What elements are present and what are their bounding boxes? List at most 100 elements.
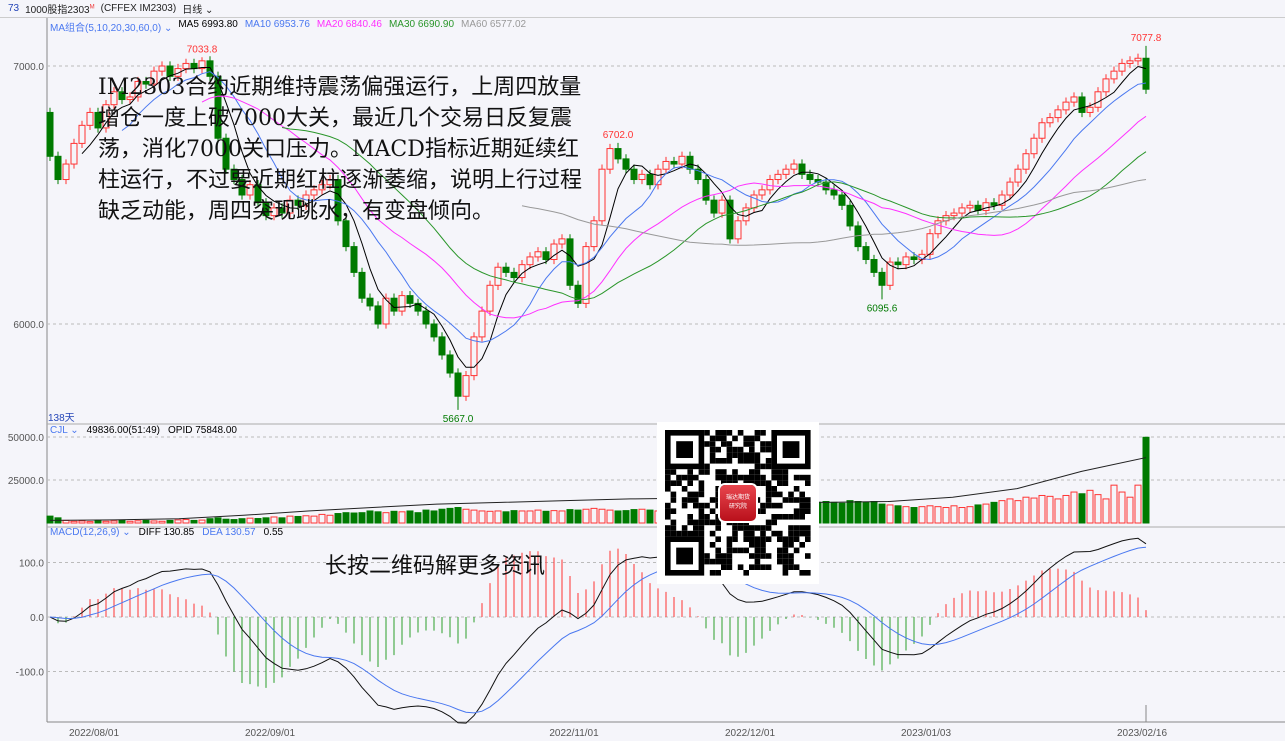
ma-legend-ma10: MA10 6953.76 [244, 19, 310, 30]
volume-bar [478, 510, 486, 524]
contract-name-text: 1000股指2303 [25, 5, 90, 16]
diff-value: DIFF 130.85 [138, 527, 195, 538]
candle [214, 75, 222, 139]
candle [1094, 91, 1102, 108]
volume-bar [998, 500, 1006, 524]
volume-bar [982, 503, 990, 524]
qr-module [665, 502, 671, 509]
volume-bar [974, 504, 982, 524]
qr-module [726, 474, 733, 481]
qr-module [698, 525, 705, 531]
qr-module [709, 497, 716, 503]
candle [598, 168, 606, 222]
qr-module [687, 480, 693, 486]
candle [902, 256, 910, 266]
volume-bar [94, 519, 102, 524]
qr-module [749, 452, 755, 458]
qr-module [687, 519, 693, 526]
qr-module [805, 530, 811, 537]
qr-module [687, 497, 693, 503]
qr-module [771, 530, 777, 537]
x-tick-label: 2022/12/01 [725, 728, 775, 739]
x-tick-label: 2023/01/03 [901, 728, 951, 739]
qr-module [737, 446, 744, 453]
ma20-line [201, 95, 1147, 319]
candle [1070, 96, 1078, 103]
volume-bar [526, 510, 534, 524]
qr-module [754, 553, 761, 559]
volume-bar [1086, 489, 1094, 524]
qr-module [721, 430, 727, 436]
price-annotation: 6702.0 [603, 130, 634, 141]
qr-module [754, 435, 761, 442]
qr-module [715, 491, 721, 498]
candle [350, 246, 358, 273]
candle [142, 80, 150, 85]
candle [454, 372, 462, 397]
macd-selector[interactable]: MACD(12,26,9) ⌄ [50, 527, 131, 538]
volume-bar [46, 515, 54, 524]
volume-bar [238, 518, 246, 524]
qr-module [665, 486, 671, 492]
volume-bar [422, 509, 430, 524]
volume-bar [606, 509, 614, 524]
qr-module [693, 530, 699, 537]
qr-finder [676, 441, 693, 458]
candle [70, 142, 78, 165]
qr-module [721, 441, 727, 447]
volume-bar [206, 518, 214, 524]
candle [310, 189, 318, 196]
ma-selector[interactable]: MA组合(5,10,20,30,60,0) ⌄ [50, 19, 172, 34]
qr-module [799, 530, 805, 537]
qr-module [771, 474, 777, 481]
volume-bar [390, 510, 398, 524]
qr-module [754, 542, 761, 548]
candle [838, 194, 846, 206]
qr-module [760, 530, 766, 537]
candle [198, 60, 206, 70]
qr-module [732, 519, 738, 526]
candle [790, 163, 798, 170]
volume-bar [158, 520, 166, 524]
qr-module [670, 497, 677, 503]
qr-module [743, 452, 749, 458]
candle [542, 251, 550, 260]
candle [638, 173, 646, 181]
candle [270, 207, 278, 217]
volume-bar [598, 508, 606, 524]
qr-module [737, 547, 744, 554]
qr-module [799, 542, 805, 548]
qr-module [726, 553, 733, 559]
candle [870, 259, 878, 273]
qr-module [782, 514, 789, 520]
qr-module [760, 430, 766, 436]
candle [358, 271, 366, 299]
candle [422, 310, 430, 325]
qr-module [732, 474, 738, 481]
candle [158, 65, 166, 72]
volume-bar [350, 512, 358, 524]
volume-bar [1078, 493, 1086, 524]
qr-module [715, 558, 721, 565]
candle [102, 104, 110, 129]
qr-module [743, 525, 749, 531]
qr-module [765, 480, 772, 486]
volume-bar [622, 510, 630, 524]
qr-module [765, 463, 772, 470]
qr-module [721, 558, 727, 565]
qr-module [793, 564, 800, 570]
volume-selector[interactable]: CJL ⌄ [50, 425, 79, 436]
qr-module [749, 536, 755, 542]
candle [398, 295, 406, 312]
qr-module [665, 480, 671, 486]
y-tick-label: 25000.0 [8, 476, 45, 487]
candle [510, 271, 518, 279]
candle [382, 297, 390, 325]
volume-bar [334, 513, 342, 524]
volume-bar [926, 505, 934, 524]
period-selector[interactable]: 日线 ⌄ [182, 1, 213, 16]
qr-module [665, 469, 671, 475]
macd-selector-label: MACD(12,26,9) [50, 527, 120, 538]
qr-code[interactable]: 瑞达期货 研究院 [657, 422, 819, 584]
qr-module [709, 519, 716, 526]
